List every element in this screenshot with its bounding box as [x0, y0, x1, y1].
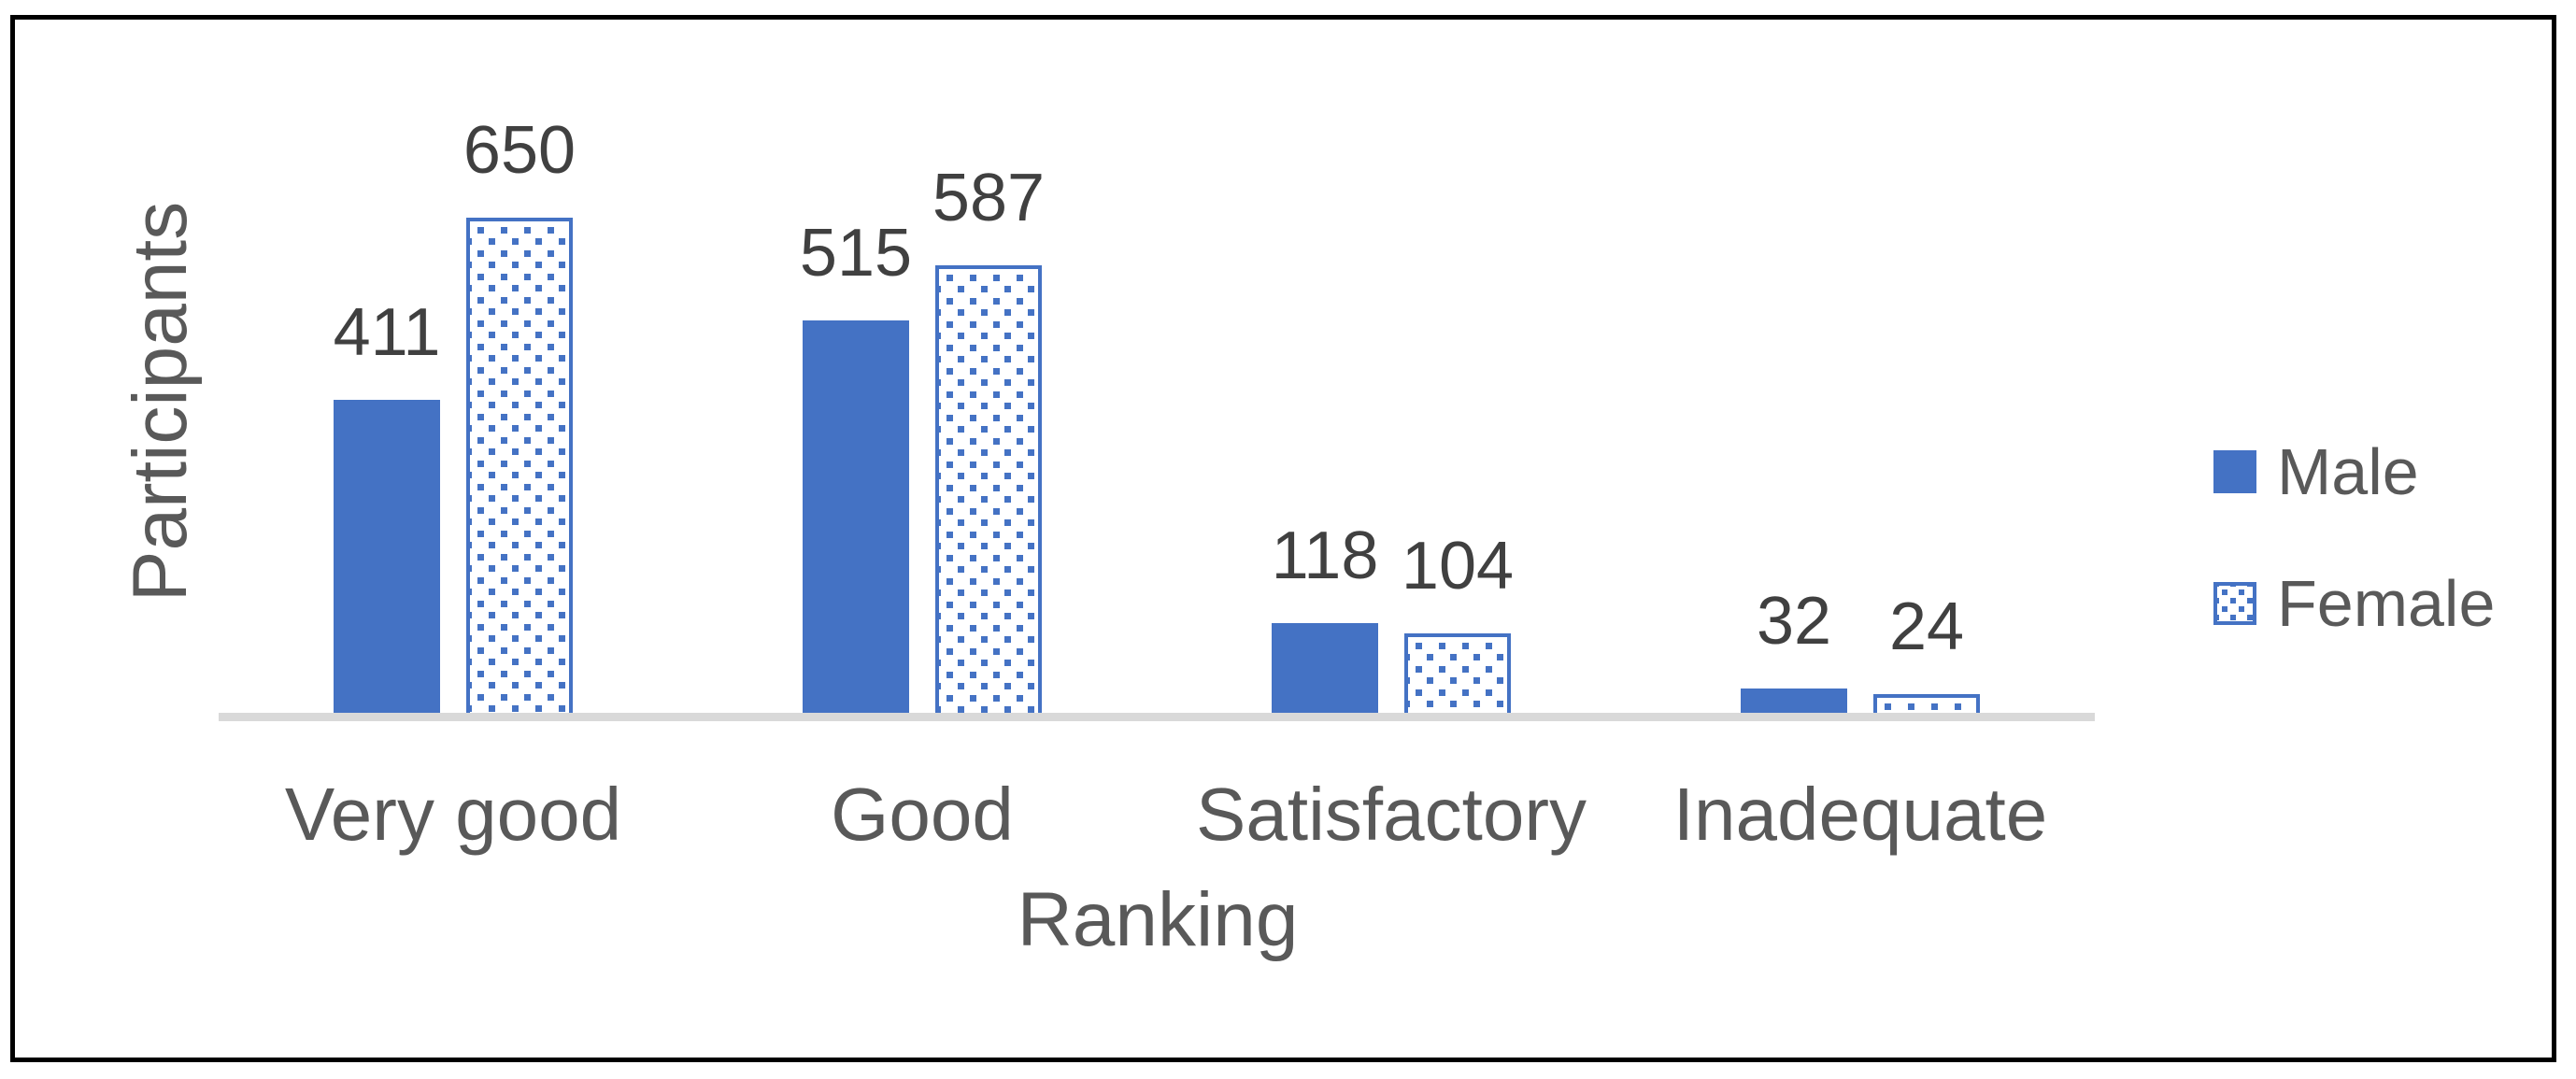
value-label-male-very-good: 411 — [333, 295, 441, 370]
bar-female-good — [935, 265, 1042, 713]
bar-female-very-good — [466, 218, 573, 713]
figure-border — [10, 15, 2556, 1062]
bar-male-good — [803, 320, 909, 713]
bar-male-satisfactory — [1272, 623, 1378, 713]
bar-male-inadequate — [1741, 689, 1847, 713]
value-label-female-satisfactory: 104 — [1401, 529, 1515, 603]
legend-item-male: Male — [2213, 439, 2419, 504]
value-label-male-inadequate: 32 — [1756, 584, 1832, 659]
value-label-male-good: 515 — [799, 216, 913, 291]
bar-female-inadequate — [1873, 694, 1980, 713]
category-label-satisfactory: Satisfactory — [1196, 773, 1587, 856]
category-label-inadequate: Inadequate — [1672, 773, 2048, 856]
value-label-female-very-good: 650 — [463, 113, 576, 188]
legend-swatch-male-icon — [2213, 450, 2256, 493]
legend-swatch-female-icon — [2213, 582, 2256, 625]
value-label-female-good: 587 — [932, 161, 1046, 235]
legend-label-male: Male — [2277, 435, 2419, 508]
value-label-female-inadequate: 24 — [1888, 589, 1965, 664]
category-label-very-good: Very good — [284, 773, 622, 856]
bar-male-very-good — [334, 400, 440, 713]
x-axis-line — [219, 713, 2095, 721]
x-axis-title: Ranking — [1017, 877, 1299, 962]
legend-item-female: Female — [2213, 571, 2495, 636]
legend-label-female: Female — [2277, 567, 2496, 640]
bar-female-satisfactory — [1404, 633, 1511, 713]
value-label-male-satisfactory: 118 — [1271, 518, 1379, 593]
category-label-good: Good — [831, 773, 1014, 856]
